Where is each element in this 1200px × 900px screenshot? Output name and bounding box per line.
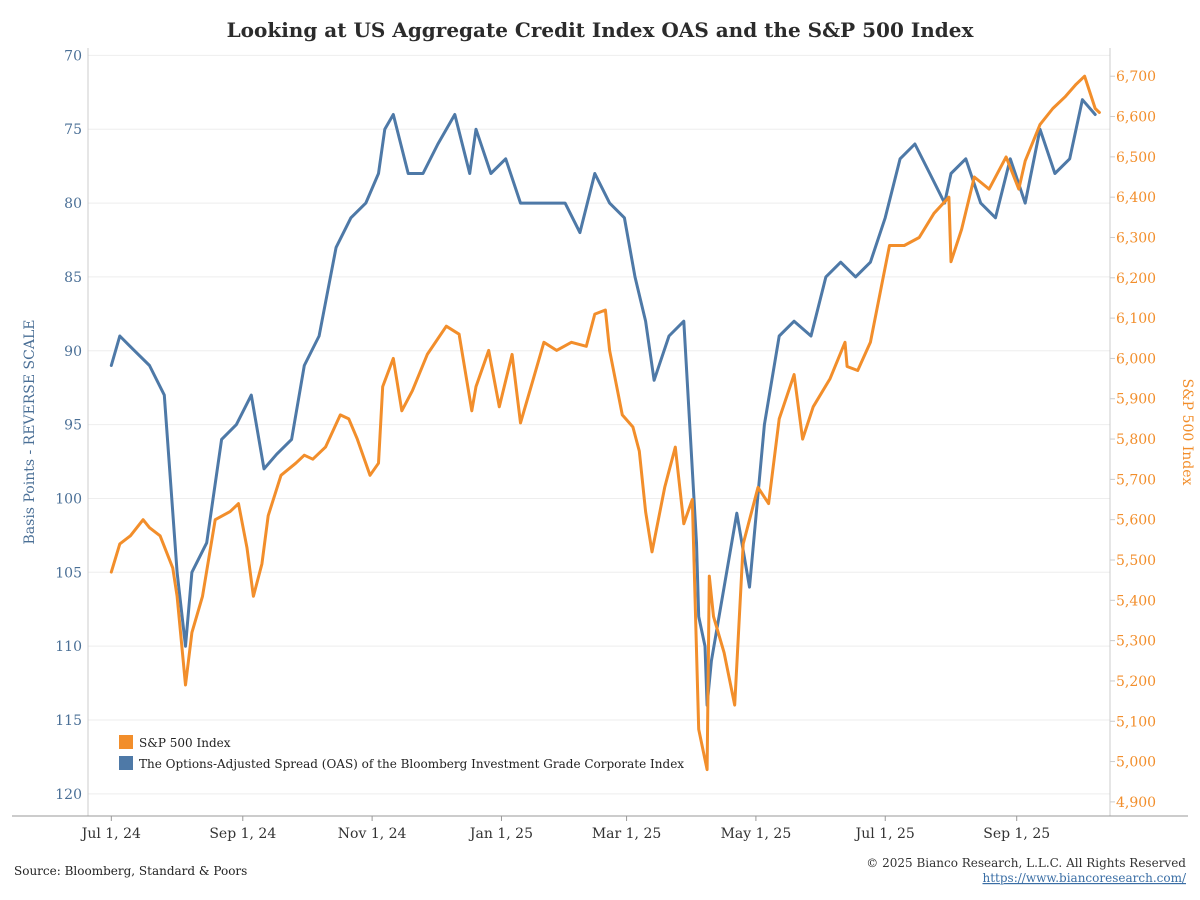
left-tick-label: 110 (55, 639, 82, 655)
oas-series-line (109, 98, 1097, 707)
copyright-note: © 2025 Bianco Research, L.L.C. All Right… (866, 856, 1186, 870)
left-tick-label: 95 (64, 418, 82, 434)
x-tick-label: May 1, 25 (721, 826, 792, 842)
left-tick-label: 80 (64, 196, 82, 212)
right-tick-label: 5,400 (1116, 593, 1156, 609)
left-tick-label: 75 (64, 122, 82, 138)
x-tick-label: Nov 1, 24 (338, 826, 407, 842)
chart-title: Looking at US Aggregate Credit Index OAS… (227, 18, 975, 42)
right-tick-label: 5,100 (1116, 714, 1156, 730)
right-tick-label: 5,300 (1116, 634, 1156, 650)
right-tick-label: 6,600 (1116, 110, 1156, 126)
right-tick-label: 5,200 (1116, 674, 1156, 690)
legend-swatch-oas (119, 756, 133, 770)
legend-label-oas: The Options-Adjusted Spread (OAS) of the… (139, 757, 684, 771)
x-tick-label: Mar 1, 25 (592, 826, 661, 842)
website-link[interactable]: https://www.biancoresearch.com/ (982, 871, 1186, 885)
right-axis-label: S&P 500 Index (1179, 379, 1195, 486)
source-note: Source: Bloomberg, Standard & Poors (14, 864, 247, 878)
right-tick-label: 5,900 (1116, 392, 1156, 408)
x-tick-label: Jan 1, 25 (468, 826, 533, 842)
right-tick-label: 6,500 (1116, 150, 1156, 166)
left-axis-label: Basis Points - REVERSE SCALE (22, 320, 38, 545)
series-layer (109, 74, 1101, 772)
sp500-series-line (109, 74, 1101, 772)
left-tick-label: 100 (55, 491, 82, 507)
left-tick-label: 105 (55, 565, 82, 581)
x-tick-label: Sep 1, 24 (209, 826, 276, 842)
right-tick-label: 4,900 (1116, 795, 1156, 811)
right-tick-label: 5,700 (1116, 472, 1156, 488)
right-tick-label: 6,000 (1116, 351, 1156, 367)
left-axis-ticks: 70 75 80 85 90 95 100 105 110 115 120 (55, 48, 82, 802)
x-axis-ticks: Jul 1, 24 Sep 1, 24 Nov 1, 24 Jan 1, 25 Mar … (80, 816, 1050, 842)
x-tick-label: Sep 1, 25 (983, 826, 1050, 842)
x-tick-label: Jul 1, 25 (854, 826, 915, 842)
left-tick-label: 70 (64, 48, 82, 64)
right-tick-label: 5,800 (1116, 432, 1156, 448)
right-axis-ticks: 6,700 6,600 6,500 6,400 6,300 6,200 6,100 6,000… (1110, 69, 1156, 811)
right-tick-label: 6,400 (1116, 190, 1156, 206)
gridlines (88, 54, 1110, 795)
right-tick-label: 5,600 (1116, 513, 1156, 529)
right-tick-label: 6,200 (1116, 271, 1156, 287)
right-tick-label: 5,000 (1116, 755, 1156, 771)
right-tick-label: 6,300 (1116, 230, 1156, 246)
right-tick-label: 6,100 (1116, 311, 1156, 327)
right-tick-label: 6,700 (1116, 69, 1156, 85)
left-tick-label: 85 (64, 270, 82, 286)
left-tick-label: 120 (55, 787, 82, 803)
left-tick-label: 115 (55, 713, 82, 729)
left-tick-label: 90 (64, 344, 82, 360)
right-tick-label: 5,500 (1116, 553, 1156, 569)
legend: S&P 500 Index The Options-Adjusted Sprea… (119, 735, 684, 771)
legend-swatch-sp500 (119, 735, 133, 749)
x-tick-label: Jul 1, 24 (80, 826, 141, 842)
legend-label-sp500: S&P 500 Index (139, 736, 231, 750)
